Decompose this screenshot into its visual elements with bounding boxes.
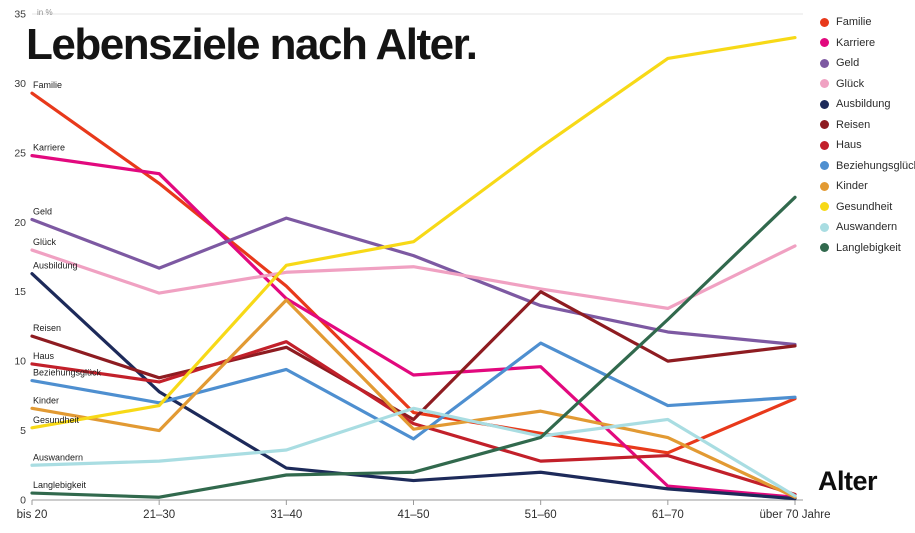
y-tick-label: 5 [20,425,26,437]
series-start-label-kinder: Kinder [33,395,59,405]
series-line-haus [30,340,797,497]
legend-label: Auswandern [836,221,898,234]
legend-item-ausbildung: Ausbildung [820,94,915,115]
legend-swatch-icon [820,243,829,253]
legend-swatch-icon [820,38,829,48]
series-line-ausbildung [30,272,797,501]
series-line-geld [30,216,797,347]
series-start-label-beziehungsglueck: Beziehungsglück [33,368,102,378]
x-tick-label: bis 20 [17,509,48,521]
y-axis-unit-label: in % [37,8,53,17]
legend-item-langlebigkeit: Langlebigkeit [820,238,915,259]
legend-item-glueck: Glück [820,74,915,95]
series-start-label-langlebigkeit: Langlebigkeit [33,480,87,490]
legend-swatch-icon [820,181,829,191]
legend-swatch-icon [820,222,829,232]
legend-label: Karriere [836,36,876,49]
legend-swatch-icon [820,99,829,109]
legend-swatch-icon [820,202,829,212]
series-line-auswandern [30,406,797,498]
legend-label: Familie [836,16,872,29]
x-tick-label: 21–30 [143,509,175,521]
series-line-gesundheit [30,36,797,430]
y-tick-label: 20 [14,217,26,229]
x-tick-label: über 70 Jahre [760,509,831,521]
x-tick-label: 61–70 [652,509,684,521]
series-start-label-karriere: Karriere [33,143,65,153]
legend-item-geld: Geld [820,53,915,74]
series-start-label-auswandern: Auswandern [33,452,83,462]
series-start-label-ausbildung: Ausbildung [33,261,78,271]
legend-label: Kinder [836,180,868,193]
series-start-label-familie: Familie [33,80,62,90]
series-start-label-glueck: Glück [33,237,57,247]
legend-item-gesundheit: Gesundheit [820,197,915,218]
series-line-langlebigkeit [30,195,797,499]
x-tick-label: 51–60 [525,509,557,521]
series-line-karriere [30,154,797,499]
legend-swatch-icon [820,58,829,68]
series-line-familie [30,91,797,455]
legend-item-auswandern: Auswandern [820,217,915,238]
legend-label: Haus [836,139,862,152]
legend-label: Geld [836,57,860,70]
series-start-label-haus: Haus [33,351,55,361]
legend-label: Glück [836,77,865,90]
y-tick-label: 25 [14,147,26,159]
legend-item-haus: Haus [820,135,915,156]
legend-label: Ausbildung [836,98,891,111]
legend-item-kinder: Kinder [820,176,915,197]
legend-label: Gesundheit [836,200,893,213]
series-line-glueck [30,244,797,310]
legend-swatch-icon [820,17,829,27]
series-start-label-gesundheit: Gesundheit [33,415,80,425]
y-tick-label: 10 [14,356,26,368]
y-tick-label: 15 [14,286,26,298]
series-line-kinder [30,298,797,499]
legend-swatch-icon [820,79,829,89]
chart-title: Lebensziele nach Alter. [26,20,478,69]
legend-swatch-icon [820,140,829,150]
legend-item-familie: Familie [820,12,915,33]
legend-label: Beziehungsglück [836,159,915,172]
legend-swatch-icon [820,161,829,171]
series-line-beziehungsglueck [30,341,797,441]
series-line-reisen [30,290,797,422]
series-start-label-geld: Geld [33,207,52,217]
legend: Familie Karriere Geld Glück Ausbildung Reisen… [820,12,915,258]
x-tick-label: 31–40 [270,509,302,521]
y-tick-label: 30 [14,78,26,90]
y-tick-label: 35 [14,9,26,21]
legend-label: Langlebigkeit [836,241,901,254]
legend-item-beziehungsglueck: Beziehungsglück [820,156,915,177]
legend-label: Reisen [836,118,871,131]
legend-item-reisen: Reisen [820,115,915,136]
x-axis-title: Alter [818,466,878,496]
legend-swatch-icon [820,120,829,130]
y-tick-label: 0 [20,495,26,507]
legend-item-karriere: Karriere [820,33,915,54]
x-tick-label: 41–50 [398,509,430,521]
series-start-label-reisen: Reisen [33,323,61,333]
